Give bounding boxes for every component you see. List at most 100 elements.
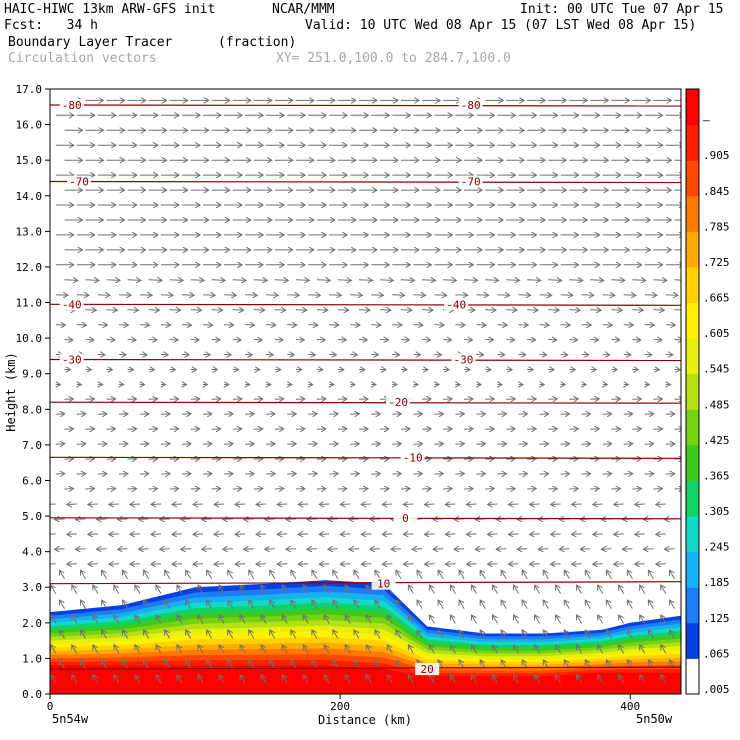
circulation-vector: [345, 615, 351, 624]
circulation-vector: [670, 600, 675, 609]
circulation-vector: [261, 615, 267, 624]
circulation-vector: [144, 660, 150, 669]
circulation-vector: [118, 444, 128, 445]
circulation-vector: [139, 295, 152, 296]
circulation-vector: [501, 600, 507, 609]
circulation-vector: [514, 615, 519, 624]
colorbar-swatch: [686, 89, 699, 126]
circulation-vector: [177, 675, 183, 684]
circulation-vector: [245, 325, 255, 326]
circulation-vector: [93, 585, 99, 594]
colorbar-swatch: [686, 409, 699, 446]
circulation-vector: [207, 630, 213, 639]
circulation-vector: [193, 504, 204, 505]
circulation-vector: [181, 474, 191, 475]
circulation-vector: [422, 310, 433, 311]
contour-label-bg: [415, 663, 440, 676]
circulation-vector: [358, 310, 370, 311]
colorbar-swatch: [686, 551, 699, 588]
circulation-vector: [295, 280, 309, 281]
circulation-vector: [539, 444, 549, 445]
temperature-contour: [50, 517, 681, 520]
circulation-vector: [635, 564, 645, 565]
circulation-vector: [151, 504, 162, 505]
circulation-vector: [569, 280, 582, 281]
circulation-vector: [295, 310, 307, 311]
circulation-vector: [253, 340, 262, 341]
circulation-vector: [493, 585, 498, 594]
circulation-vector: [118, 519, 128, 520]
circulation-vector: [172, 564, 183, 565]
circulation-vector: [160, 474, 170, 475]
circulation-vector: [514, 675, 519, 684]
circulation-vector: [123, 570, 129, 579]
colorbar-swatch: [686, 622, 699, 659]
temperature-contour: [50, 303, 681, 306]
circulation-vector: [151, 564, 162, 565]
circulation-vector: [485, 280, 498, 281]
circulation-vector: [130, 534, 140, 535]
circulation-vector: [434, 414, 443, 415]
circulation-vector: [434, 295, 446, 296]
circulation-vector: [316, 280, 330, 281]
circulation-vector: [497, 444, 507, 445]
circulation-vector: [156, 615, 162, 624]
temperature-contour: [50, 401, 681, 404]
colorbar-swatch: [686, 587, 699, 624]
circulation-vector: [497, 474, 507, 475]
circulation-vector: [433, 549, 444, 550]
circulation-vector: [543, 600, 549, 609]
circulation-vector: [580, 549, 591, 550]
init-time: Init: 00 UTC Tue 07 Apr 15: [520, 2, 724, 17]
circulation-vector: [249, 570, 255, 579]
circulation-vector: [493, 645, 498, 654]
circulation-vector: [396, 660, 402, 669]
circulation-vector: [50, 564, 56, 565]
circulation-vector: [623, 295, 636, 296]
circulation-vector: [648, 600, 654, 609]
circulation-vector: [572, 534, 582, 535]
circulation-vector: [219, 675, 225, 684]
circulation-vector: [493, 675, 498, 684]
circulation-vector: [648, 630, 654, 639]
circulation-vector: [387, 615, 393, 624]
circulation-vector: [661, 585, 667, 594]
circulation-vector: [593, 534, 603, 535]
circulation-vector: [590, 310, 601, 311]
circulation-vector: [219, 585, 225, 594]
circulation-vector: [590, 280, 604, 281]
circulation-vector: [539, 295, 552, 296]
colorbar-label: .665: [703, 292, 730, 305]
circulation-vector: [653, 340, 661, 341]
circulation-vector: [366, 615, 372, 624]
circulation-vector: [156, 645, 162, 654]
circulation-vector: [530, 534, 540, 535]
cross-section-endpoints: XY= 251.0,100.0 to 284.7,100.0: [276, 51, 511, 66]
circulation-vector: [640, 675, 646, 684]
circulation-vector: [577, 585, 583, 594]
circulation-vector: [172, 534, 183, 535]
circulation-vector: [619, 585, 625, 594]
circulation-vector: [556, 585, 562, 594]
vectors-label: Circulation vectors: [8, 51, 157, 66]
circulation-vector: [674, 310, 681, 311]
x-tick-label: 200: [330, 700, 350, 713]
circulation-vector: [480, 600, 486, 609]
circulation-vector: [298, 504, 309, 505]
circulation-vector: [235, 534, 246, 535]
x-axis-label: Distance (km): [318, 713, 412, 727]
circulation-vector: [611, 340, 619, 341]
circulation-vector: [118, 325, 129, 326]
circulation-vector: [139, 549, 149, 550]
circulation-vector: [556, 675, 562, 684]
contour-label: -40: [446, 298, 466, 311]
circulation-vector: [424, 534, 435, 535]
circulation-vector: [333, 660, 339, 669]
circulation-vector: [118, 414, 128, 415]
circulation-vector: [429, 615, 435, 624]
circulation-vector: [602, 474, 612, 475]
circulation-vector: [202, 414, 212, 415]
contour-label-bg: [59, 99, 84, 112]
circulation-vector: [598, 615, 604, 624]
